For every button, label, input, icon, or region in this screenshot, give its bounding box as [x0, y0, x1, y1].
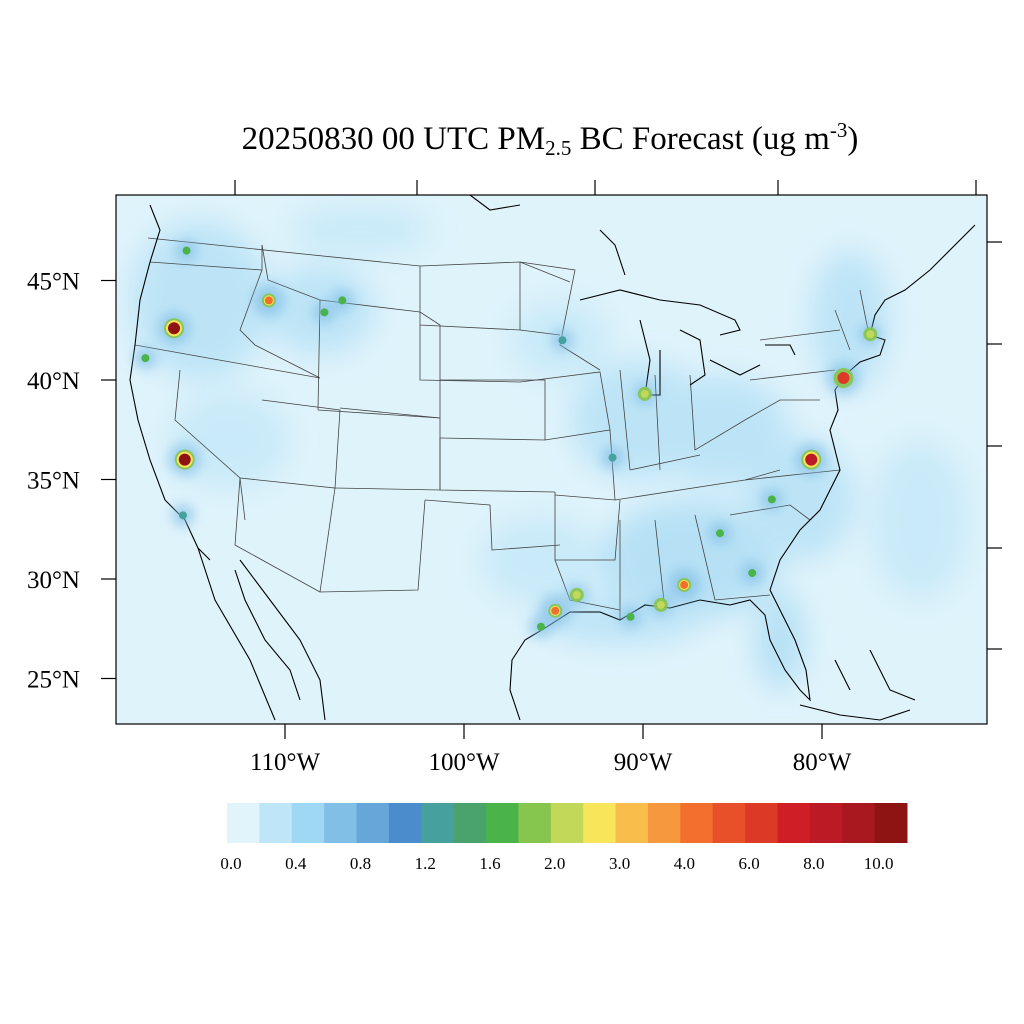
hotspot	[668, 568, 701, 601]
map-title: 20250830 00 UTC PM2.5 BC Forecast (ug m-…	[0, 118, 1024, 161]
colorbar-swatch	[874, 803, 908, 843]
state-borders	[134, 237, 871, 620]
hotspot	[171, 504, 194, 527]
hotspot	[741, 562, 764, 585]
lon-tick-label: 90°W	[614, 749, 673, 776]
colorbar-swatch	[583, 803, 617, 843]
colorbar-swatch	[324, 803, 358, 843]
lat-tick-label: 25°N	[27, 667, 80, 694]
colorbar-label: 6.0	[738, 854, 759, 873]
colorbar-label: 8.0	[803, 854, 824, 873]
right-ticks	[987, 241, 1002, 650]
hotspot	[708, 522, 731, 545]
colorbar-label: 10.0	[864, 854, 894, 873]
colorbar-label: 0.0	[220, 854, 241, 873]
colorbar-swatch	[453, 803, 487, 843]
hotspot	[252, 284, 285, 317]
title-middle: BC Forecast (ug m	[571, 121, 830, 157]
map-frame	[115, 194, 988, 725]
colorbar-label: 4.0	[674, 854, 695, 873]
colorbar-swatch	[550, 803, 584, 843]
colorbar-swatch	[712, 803, 746, 843]
hotspot	[619, 605, 642, 628]
hotspot	[313, 301, 336, 324]
lat-tick-label: 40°N	[27, 368, 80, 395]
hotspot	[158, 312, 191, 345]
title-prefix: 20250830 00 UTC PM	[241, 121, 546, 157]
hotspot	[859, 323, 882, 346]
colorbar-label: 1.6	[479, 854, 500, 873]
colorbar-label: 0.8	[350, 854, 371, 873]
hotspot	[565, 583, 588, 606]
title-suffix: )	[847, 121, 859, 157]
colorbar-swatch	[421, 803, 455, 843]
hotspot-layer	[134, 239, 882, 638]
hotspot	[168, 443, 201, 476]
lon-tick-label: 100°W	[428, 749, 499, 776]
hotspot	[331, 289, 354, 312]
hotspot	[827, 362, 860, 395]
colorbar-swatch	[615, 803, 649, 843]
colorbar-label: 2.0	[544, 854, 565, 873]
colorbar-swatch	[291, 803, 325, 843]
colorbar-swatch	[388, 803, 422, 843]
lat-tick-label: 45°N	[27, 269, 80, 296]
colorbar-label: 3.0	[609, 854, 630, 873]
colorbar-swatch	[680, 803, 714, 843]
hotspot	[551, 329, 574, 352]
colorbar-label: 0.4	[285, 854, 307, 873]
hotspot	[134, 347, 157, 370]
hotspot	[649, 593, 672, 616]
colorbar-swatch	[518, 803, 552, 843]
latitude-axis: 45°N 40°N 35°N 30°N 25°N	[27, 269, 116, 694]
colorbar-swatch	[486, 803, 519, 843]
longitude-axis: 110°W 100°W 90°W 80°W	[250, 724, 852, 776]
lat-tick-label: 30°N	[27, 567, 80, 594]
colorbar-swatch	[842, 803, 876, 843]
colorbar-swatch	[259, 803, 293, 843]
hotspot	[529, 615, 552, 638]
hotspot	[601, 446, 624, 469]
colorbar-swatch	[745, 803, 778, 843]
hotspot	[795, 443, 828, 476]
colorbar-swatch	[227, 803, 260, 843]
colorbar-swatch	[647, 803, 681, 843]
lon-tick-label: 80°W	[793, 749, 852, 776]
colorbar: 0.0 0.4 0.8 1.2 1.6 2.0 3.0 4.0 6.0 8.0 10.0	[220, 803, 908, 873]
coastlines	[129, 195, 976, 721]
colorbar-swatch	[777, 803, 811, 843]
top-ticks	[234, 180, 977, 195]
hotspot	[760, 488, 783, 511]
lat-tick-label: 35°N	[27, 468, 80, 495]
title-subscript: 2.5	[545, 136, 572, 160]
colorbar-swatch	[356, 803, 390, 843]
hotspot	[633, 382, 656, 405]
hotspot	[175, 239, 198, 262]
colorbar-label: 1.2	[415, 854, 436, 873]
title-superscript: -3	[829, 118, 848, 142]
lon-tick-label: 110°W	[250, 749, 321, 776]
colorbar-swatch	[809, 803, 843, 843]
